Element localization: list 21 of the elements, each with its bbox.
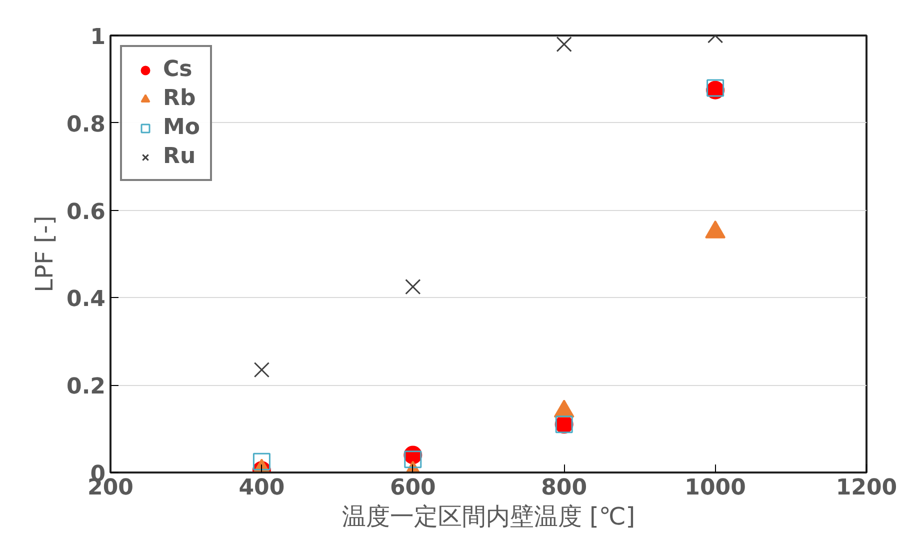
y-tick-label: 1 xyxy=(90,25,106,50)
y-tick-label: 0.4 xyxy=(66,287,106,312)
y-axis-title: LPF [-] xyxy=(30,216,59,292)
x-tick-label: 1000 xyxy=(684,476,746,500)
x-tick-label: 600 xyxy=(390,476,436,500)
point xyxy=(556,36,572,52)
legend-label: Cs xyxy=(163,57,192,82)
x-axis-title: 温度一定区間内壁温度 [℃] xyxy=(342,502,636,530)
point xyxy=(252,452,270,470)
legend-label: Rb xyxy=(163,86,196,111)
point xyxy=(404,450,422,468)
y-tick-label: 0.8 xyxy=(66,112,106,138)
legend-label: Ru xyxy=(163,144,196,169)
x-tick-label: 400 xyxy=(238,476,285,500)
point xyxy=(405,278,421,295)
y-tick-label: 0.2 xyxy=(66,374,106,400)
x-tick-label: 1200 xyxy=(836,476,898,500)
legend-label: Mo xyxy=(163,115,200,140)
y-tick-label: 0.6 xyxy=(66,200,106,225)
point xyxy=(254,362,270,378)
x-tick-label: 800 xyxy=(541,476,588,500)
